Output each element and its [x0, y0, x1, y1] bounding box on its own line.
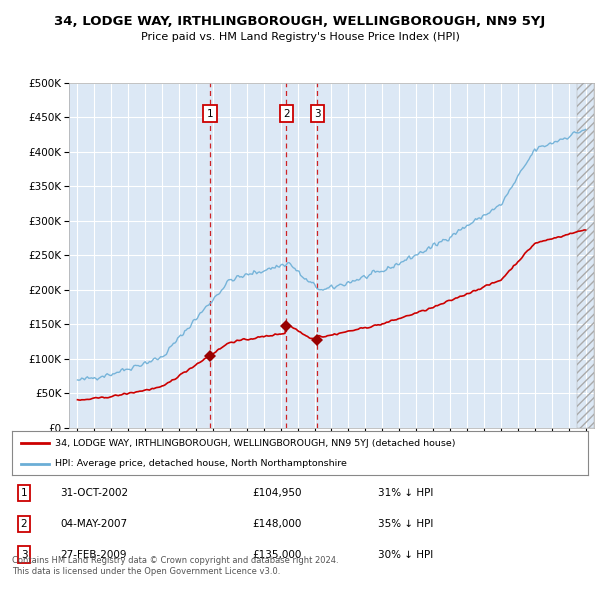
Text: 1: 1 [207, 109, 214, 119]
Text: Contains HM Land Registry data © Crown copyright and database right 2024.: Contains HM Land Registry data © Crown c… [12, 556, 338, 565]
Text: 31-OCT-2002: 31-OCT-2002 [60, 489, 128, 498]
Text: £135,000: £135,000 [252, 550, 301, 559]
Text: 3: 3 [20, 550, 28, 559]
Text: 27-FEB-2009: 27-FEB-2009 [60, 550, 127, 559]
Text: 2: 2 [20, 519, 28, 529]
Text: 2: 2 [283, 109, 290, 119]
Text: This data is licensed under the Open Government Licence v3.0.: This data is licensed under the Open Gov… [12, 567, 280, 576]
Text: £104,950: £104,950 [252, 489, 302, 498]
Text: £148,000: £148,000 [252, 519, 301, 529]
Text: 34, LODGE WAY, IRTHLINGBOROUGH, WELLINGBOROUGH, NN9 5YJ: 34, LODGE WAY, IRTHLINGBOROUGH, WELLINGB… [55, 15, 545, 28]
Text: 31% ↓ HPI: 31% ↓ HPI [378, 489, 433, 498]
Text: 34, LODGE WAY, IRTHLINGBOROUGH, WELLINGBOROUGH, NN9 5YJ (detached house): 34, LODGE WAY, IRTHLINGBOROUGH, WELLINGB… [55, 438, 456, 448]
Text: 1: 1 [20, 489, 28, 498]
Text: 35% ↓ HPI: 35% ↓ HPI [378, 519, 433, 529]
Text: 30% ↓ HPI: 30% ↓ HPI [378, 550, 433, 559]
Text: 04-MAY-2007: 04-MAY-2007 [60, 519, 127, 529]
Text: HPI: Average price, detached house, North Northamptonshire: HPI: Average price, detached house, Nort… [55, 460, 347, 468]
Text: 3: 3 [314, 109, 321, 119]
Text: Price paid vs. HM Land Registry's House Price Index (HPI): Price paid vs. HM Land Registry's House … [140, 32, 460, 42]
